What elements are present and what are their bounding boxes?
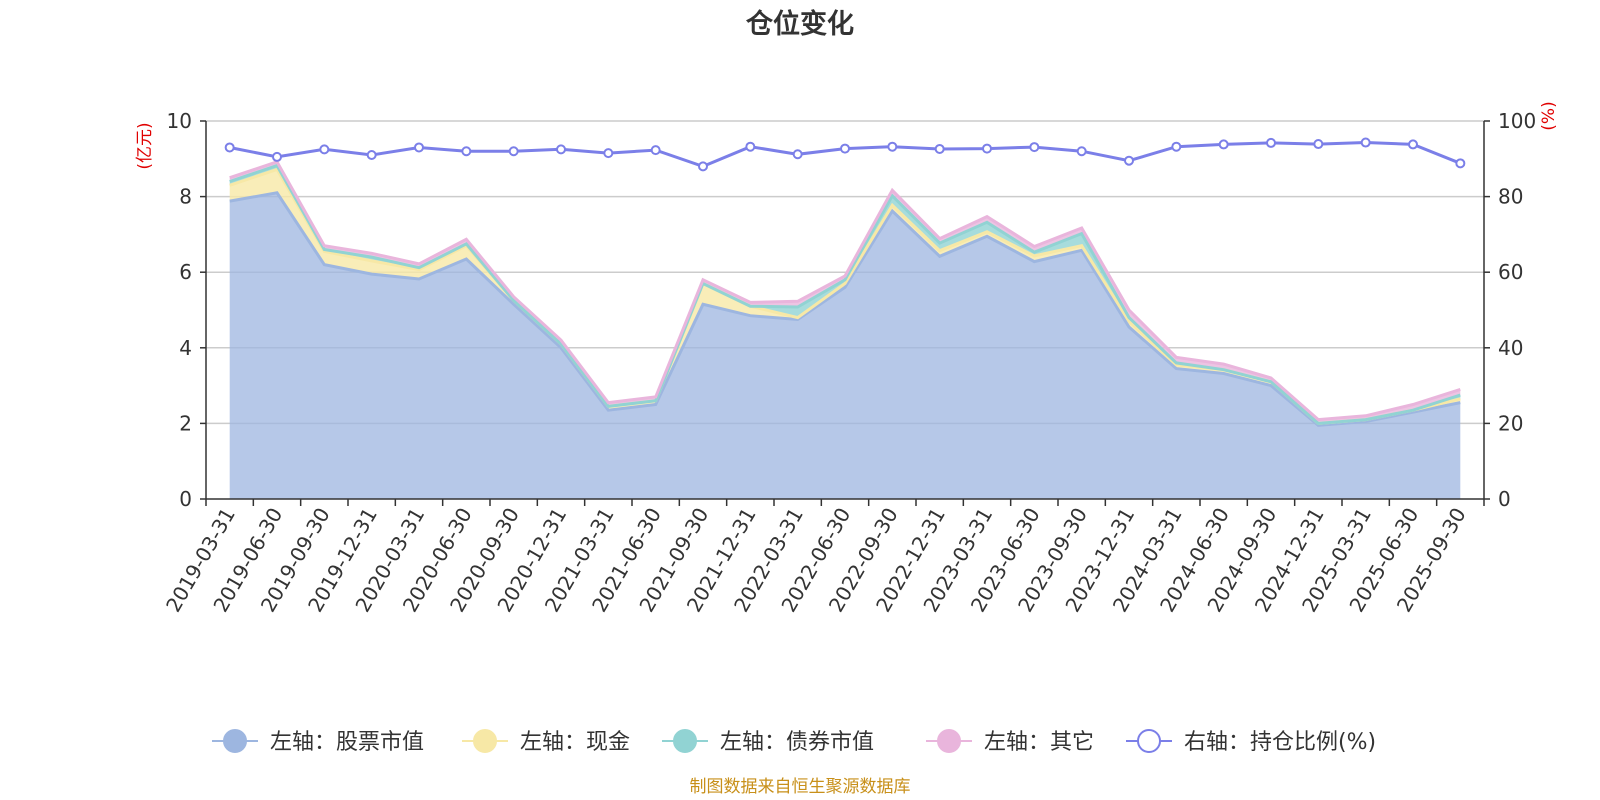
ratio-point bbox=[1360, 137, 1371, 148]
ratio-point bbox=[840, 143, 850, 154]
left-tick-label: 8 bbox=[179, 185, 192, 209]
legend-item[interactable]: 左轴：其它 bbox=[926, 729, 1094, 755]
area-top-line bbox=[229, 191, 1461, 427]
legend-item[interactable]: 左轴：股票市值 bbox=[212, 729, 424, 755]
ratio-point bbox=[982, 143, 992, 154]
left-tick-label: 6 bbox=[179, 260, 192, 284]
ratio-point bbox=[1124, 155, 1134, 166]
ratio-point bbox=[934, 143, 945, 154]
legend-circle-symbol bbox=[673, 729, 697, 753]
right-tick-label: 100 bbox=[1498, 109, 1536, 133]
right-tick-label: 20 bbox=[1498, 411, 1523, 435]
ratio-point bbox=[1171, 141, 1182, 152]
right-tick-label: 80 bbox=[1498, 185, 1523, 209]
legend: 左轴：股票市值 左轴：现金 左轴：债券市值 左轴：其它 右轴：持仓比例(%) bbox=[212, 729, 1376, 755]
right-tick-label: 40 bbox=[1498, 336, 1523, 360]
ratio-point bbox=[1408, 139, 1418, 150]
ratio-point bbox=[461, 146, 472, 157]
left-tick-label: 10 bbox=[167, 109, 192, 133]
ratio-point bbox=[1313, 139, 1324, 150]
legend-item[interactable]: 左轴：债券市值 bbox=[662, 729, 874, 755]
ratio-point bbox=[1266, 137, 1276, 148]
legend-label: 左轴：债券市值 bbox=[720, 730, 874, 755]
ratio-point bbox=[1029, 142, 1040, 153]
ratio-point bbox=[792, 149, 803, 160]
ratio-point bbox=[745, 141, 756, 152]
ratio-point bbox=[224, 142, 235, 153]
ratio-point bbox=[556, 144, 566, 155]
ratio-point bbox=[272, 151, 282, 162]
ratio-line bbox=[224, 137, 1466, 172]
left-tick-label: 4 bbox=[179, 336, 192, 360]
legend-item[interactable]: 左轴：现金 bbox=[462, 729, 630, 755]
left-tick-label: 2 bbox=[179, 411, 192, 435]
left-axis-unit: (亿元) bbox=[135, 122, 155, 169]
ratio-point bbox=[1218, 139, 1229, 150]
legend-circle-symbol bbox=[473, 729, 497, 753]
ratio-point bbox=[508, 146, 519, 157]
area-top-line bbox=[229, 163, 1461, 425]
ratio-point bbox=[887, 141, 898, 152]
legend-item[interactable]: 右轴：持仓比例(%) bbox=[1126, 729, 1376, 755]
ratio-point bbox=[1455, 158, 1466, 169]
area-band bbox=[229, 192, 1461, 500]
ratio-point bbox=[319, 144, 330, 155]
ratio-point bbox=[698, 161, 708, 172]
right-tick-label: 0 bbox=[1498, 487, 1511, 511]
legend-circle-symbol bbox=[1137, 729, 1161, 753]
source-note: 制图数据来自恒生聚源数据库 bbox=[690, 777, 911, 797]
stacked-areas bbox=[229, 159, 1461, 500]
ratio-point bbox=[1076, 146, 1087, 157]
legend-circle-symbol bbox=[223, 729, 247, 753]
right-axis-unit: (%) bbox=[1539, 101, 1559, 130]
legend-label: 左轴：股票市值 bbox=[270, 730, 424, 755]
legend-label: 右轴：持仓比例(%) bbox=[1184, 730, 1376, 755]
ratio-point bbox=[366, 150, 377, 161]
legend-label: 左轴：其它 bbox=[984, 730, 1094, 755]
legend-circle-symbol bbox=[937, 729, 961, 753]
ratio-point bbox=[603, 148, 614, 159]
chart-title: 仓位变化 bbox=[745, 8, 854, 40]
ratio-point bbox=[650, 145, 661, 156]
legend-label: 左轴：现金 bbox=[520, 730, 630, 755]
ratio-point bbox=[414, 142, 424, 153]
left-tick-label: 0 bbox=[179, 487, 192, 511]
right-tick-label: 60 bbox=[1498, 260, 1523, 284]
area-top-line bbox=[229, 159, 1461, 422]
